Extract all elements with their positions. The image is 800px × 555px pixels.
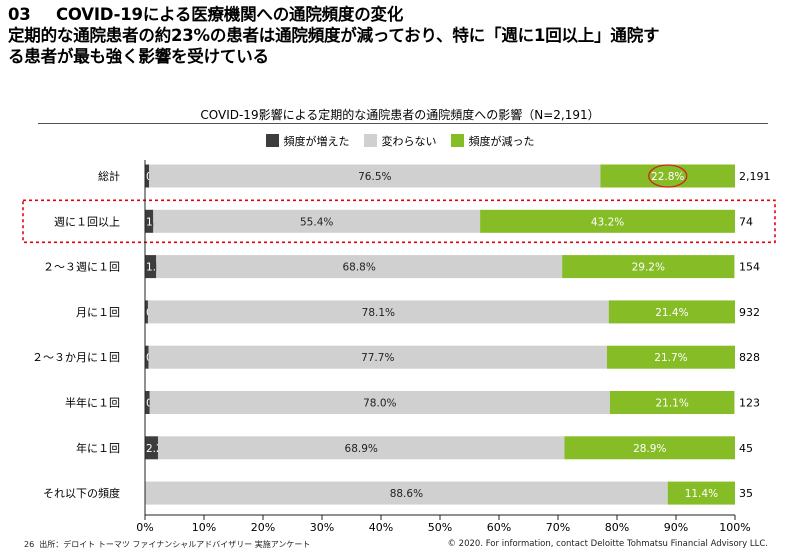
x-tick-label: 70% bbox=[546, 521, 570, 534]
header-line-3: る患者が最も強く影響を受けている bbox=[8, 47, 269, 66]
bar-segment bbox=[145, 300, 148, 324]
x-tick-label: 90% bbox=[664, 521, 688, 534]
page-number: 26 bbox=[24, 540, 35, 549]
legend-item: 頻度が減った bbox=[450, 133, 535, 149]
n-value: 2,191 bbox=[739, 170, 771, 183]
n-value: 154 bbox=[739, 261, 760, 274]
data-label: 55.4% bbox=[300, 216, 333, 228]
slide-header: 03 COVID-19による医療機関への通院頻度の変化 定期的な通院患者の約23%… bbox=[8, 4, 659, 67]
data-label: 78.1% bbox=[362, 307, 395, 319]
bar-segment bbox=[562, 255, 735, 279]
header-line-1: 03 COVID-19による医療機関への通院頻度の変化 bbox=[8, 4, 659, 25]
n-value: 932 bbox=[739, 306, 760, 319]
n-value: 123 bbox=[739, 397, 760, 410]
n-value: 45 bbox=[739, 442, 753, 455]
chart-title: COVID-19影響による定期的な通院患者の通院頻度への影響（N=2,191） bbox=[200, 108, 600, 122]
bar-segment bbox=[145, 436, 158, 460]
category-label: それ以下の頻度 bbox=[43, 486, 120, 500]
bar-segment bbox=[608, 300, 735, 324]
x-tick-label: 60% bbox=[487, 521, 511, 534]
bar-segment bbox=[148, 345, 607, 369]
category-label: 年に１回 bbox=[76, 441, 120, 455]
x-tick-label: 50% bbox=[428, 521, 452, 534]
bar-segment bbox=[145, 255, 157, 279]
bar-segment bbox=[609, 391, 735, 414]
bar-segment bbox=[600, 164, 735, 188]
slide-title: COVID-19による医療機関への通院頻度の変化 bbox=[56, 5, 404, 24]
section-number: 03 bbox=[8, 5, 31, 24]
n-value: 35 bbox=[739, 487, 753, 500]
bar-segment bbox=[149, 391, 610, 414]
x-tick-label: 40% bbox=[369, 521, 393, 534]
x-tick-label: 30% bbox=[310, 521, 334, 534]
x-tick-label: 100% bbox=[719, 521, 750, 534]
data-label: 22.8% bbox=[651, 171, 684, 183]
bar-segment bbox=[147, 300, 609, 324]
legend-swatch bbox=[363, 134, 377, 147]
bar-segment bbox=[606, 345, 735, 369]
legend-label: 変わらない bbox=[381, 135, 437, 148]
n-value: 74 bbox=[739, 215, 753, 228]
data-label: 68.8% bbox=[342, 262, 375, 274]
n-value: 828 bbox=[739, 351, 760, 364]
chart-legend: 頻度が増えた 変わらない 頻度が減った bbox=[0, 133, 800, 149]
data-label: 88.6% bbox=[390, 488, 423, 500]
footer-source: 26 出所：デロイト トーマツ ファイナンシャルアドバイザリー 実施アンケート bbox=[24, 539, 310, 550]
highlight-box bbox=[22, 199, 776, 244]
bar-segment bbox=[157, 436, 565, 460]
data-label: 28.9% bbox=[633, 443, 666, 455]
x-tick-label: 0% bbox=[136, 521, 153, 534]
data-label: 77.7% bbox=[361, 352, 394, 364]
x-tick-label: 10% bbox=[192, 521, 216, 534]
legend-label: 頻度が増えた bbox=[283, 135, 350, 148]
bar-segment bbox=[145, 481, 668, 505]
bar-segment bbox=[145, 209, 154, 233]
legend-swatch bbox=[265, 134, 279, 147]
bar-segment bbox=[153, 209, 481, 233]
data-label: 21.4% bbox=[655, 307, 688, 319]
data-label: 68.9% bbox=[345, 443, 378, 455]
legend-swatch bbox=[450, 134, 464, 147]
header-line-2: 定期的な通院患者の約23%の患者は通院頻度が減っており、特に「週に1回以上」通院… bbox=[8, 26, 660, 45]
data-label: 76.5% bbox=[358, 171, 391, 183]
data-label: 43.2% bbox=[591, 216, 624, 228]
x-tick-label: 80% bbox=[605, 521, 629, 534]
category-label: 半年に１回 bbox=[65, 396, 120, 410]
bar-segment bbox=[480, 209, 735, 233]
bar-segment bbox=[156, 255, 563, 279]
data-label: 21.7% bbox=[654, 352, 687, 364]
bar-segment bbox=[145, 345, 149, 369]
source-note: 出所：デロイト トーマツ ファイナンシャルアドバイザリー 実施アンケート bbox=[39, 540, 311, 549]
category-label: 月に１回 bbox=[76, 306, 120, 319]
highlight-circle bbox=[648, 164, 688, 188]
data-label: 29.2% bbox=[632, 262, 665, 274]
x-tick-label: 20% bbox=[251, 521, 275, 534]
legend-label: 頻度が減った bbox=[468, 135, 535, 148]
data-label: 78.0% bbox=[363, 398, 396, 410]
category-label: 週に１回以上 bbox=[54, 215, 120, 228]
data-label: 11.4% bbox=[685, 488, 718, 500]
copyright: © 2020. For information, contact Deloitt… bbox=[447, 539, 768, 549]
title-divider bbox=[38, 123, 768, 124]
data-label: 21.1% bbox=[655, 398, 688, 410]
bar-segment bbox=[564, 436, 735, 460]
bar-segment bbox=[149, 164, 601, 188]
category-label: 総計 bbox=[98, 169, 120, 183]
legend-item: 変わらない bbox=[363, 133, 437, 149]
category-label: ２～３週に１回 bbox=[43, 261, 120, 274]
bar-segment bbox=[145, 391, 150, 414]
bar-segment bbox=[145, 164, 150, 188]
bar-segment bbox=[667, 481, 735, 505]
legend-item: 頻度が増えた bbox=[265, 133, 350, 149]
category-label: ２～３か月に１回 bbox=[32, 351, 120, 364]
